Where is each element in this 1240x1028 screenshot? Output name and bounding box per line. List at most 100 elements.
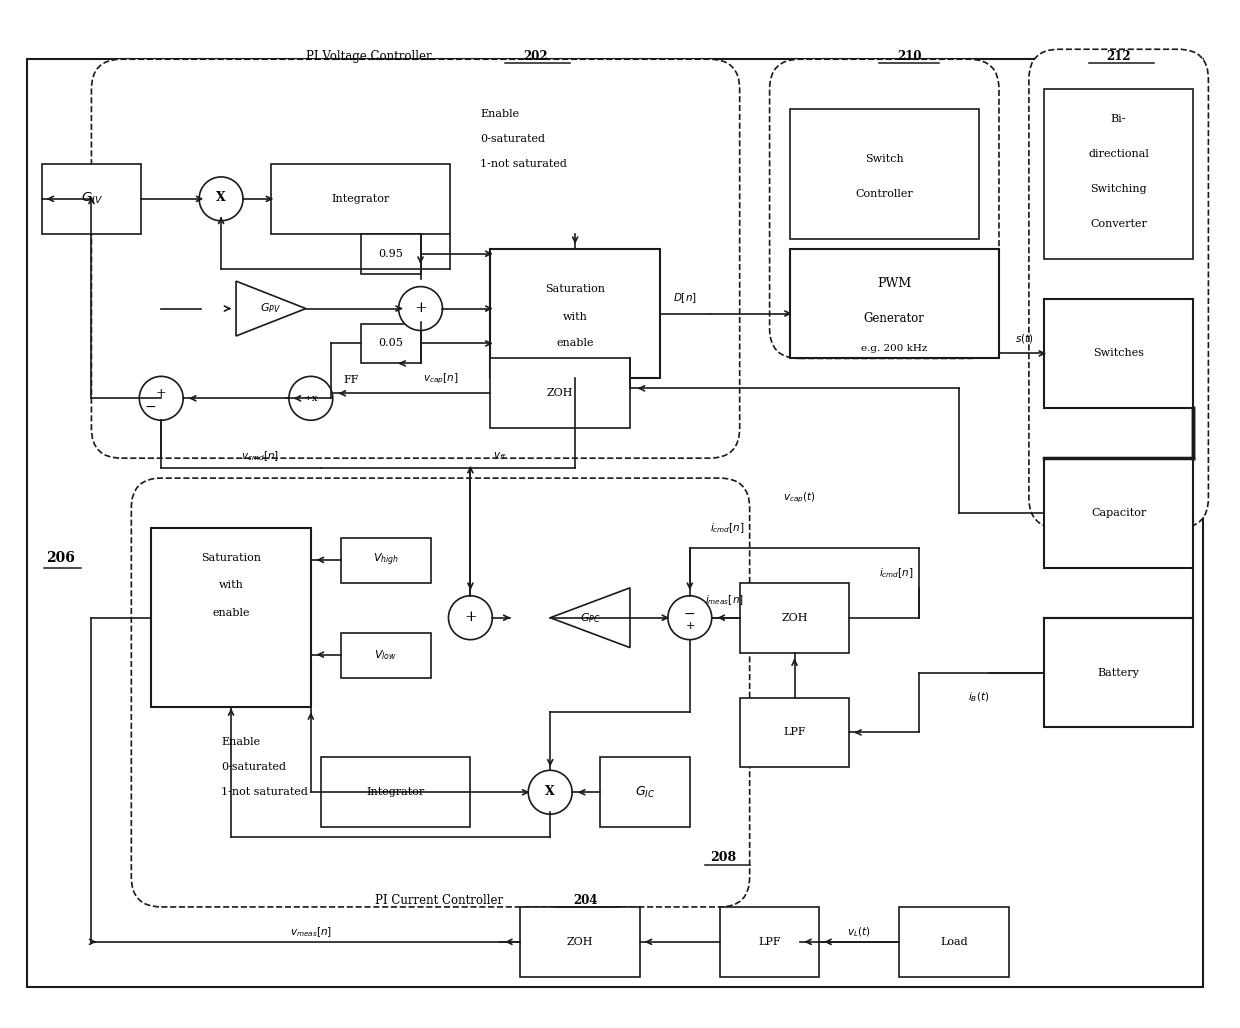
FancyBboxPatch shape	[92, 60, 740, 458]
Text: ZOH: ZOH	[547, 389, 573, 398]
Circle shape	[289, 376, 332, 420]
Text: enable: enable	[212, 608, 249, 618]
Bar	[42, 163, 141, 233]
Text: enable: enable	[557, 338, 594, 348]
Text: Switches: Switches	[1094, 348, 1145, 359]
Bar	[341, 538, 430, 583]
Text: Integrator: Integrator	[367, 787, 425, 798]
Text: −: −	[684, 607, 696, 621]
Text: 1-not saturated: 1-not saturated	[480, 159, 567, 169]
Circle shape	[398, 287, 443, 330]
Text: FF: FF	[343, 375, 358, 386]
Text: 0.95: 0.95	[378, 249, 403, 259]
Text: with: with	[218, 580, 243, 590]
Text: with: with	[563, 311, 588, 322]
Bar	[361, 324, 420, 364]
Text: ZOH: ZOH	[567, 937, 594, 947]
Text: Switch: Switch	[866, 154, 904, 163]
Text: $G_{PC}$: $G_{PC}$	[580, 611, 600, 625]
Text: +: +	[686, 621, 696, 631]
Circle shape	[449, 596, 492, 639]
Bar	[1044, 618, 1193, 728]
Text: directional: directional	[1089, 149, 1149, 159]
FancyBboxPatch shape	[131, 478, 750, 907]
Bar	[600, 758, 689, 828]
Text: PWM: PWM	[877, 278, 911, 290]
Bar	[719, 907, 820, 977]
Text: Saturation: Saturation	[201, 553, 262, 563]
Bar	[1044, 298, 1193, 408]
Text: Enable: Enable	[480, 109, 520, 119]
Text: ÷x: ÷x	[304, 394, 319, 403]
Text: $v_{ff}$: $v_{ff}$	[494, 450, 507, 462]
Text: e.g. 200 kHz: e.g. 200 kHz	[861, 344, 928, 353]
Text: Switching: Switching	[1090, 184, 1147, 194]
Bar	[1044, 458, 1193, 567]
Text: $G_{PV}$: $G_{PV}$	[260, 301, 281, 316]
Bar	[490, 359, 630, 429]
Text: $v_{meas}[n]$: $v_{meas}[n]$	[290, 925, 332, 939]
Text: X: X	[546, 784, 556, 798]
Text: Bi-: Bi-	[1111, 114, 1126, 124]
Text: +: +	[414, 300, 427, 315]
Text: $v_L(t)$: $v_L(t)$	[847, 925, 872, 939]
Bar	[790, 109, 980, 238]
Text: 0-saturated: 0-saturated	[480, 134, 546, 144]
Text: X: X	[216, 191, 226, 205]
Text: +: +	[156, 387, 166, 400]
Text: 202: 202	[523, 49, 548, 63]
Text: ZOH: ZOH	[781, 613, 807, 623]
Text: Capacitor: Capacitor	[1091, 508, 1146, 518]
Bar	[272, 163, 450, 233]
Bar	[790, 249, 999, 359]
Text: 208: 208	[709, 850, 735, 864]
Text: $i_B(t)$: $i_B(t)$	[968, 691, 990, 704]
Bar	[151, 528, 311, 707]
Text: Battery: Battery	[1097, 667, 1140, 677]
Text: LPF: LPF	[759, 937, 781, 947]
Text: 204: 204	[573, 894, 598, 908]
Text: 206: 206	[47, 551, 76, 564]
Text: $i_{meas}[n]$: $i_{meas}[n]$	[706, 593, 744, 607]
Bar	[740, 698, 849, 767]
Bar	[361, 233, 420, 273]
Text: 212: 212	[1106, 49, 1131, 63]
Text: $v_{cmd}[n]$: $v_{cmd}[n]$	[241, 449, 279, 463]
Text: −: −	[145, 400, 156, 414]
Text: $G_{IC}$: $G_{IC}$	[635, 784, 655, 800]
Bar	[899, 907, 1009, 977]
Text: +: +	[464, 610, 477, 624]
Text: $i_{cmd}[n]$: $i_{cmd}[n]$	[709, 521, 744, 535]
Circle shape	[668, 596, 712, 639]
Text: 210: 210	[897, 49, 921, 63]
Bar	[321, 758, 470, 828]
Bar	[521, 907, 640, 977]
Text: 0-saturated: 0-saturated	[221, 763, 286, 772]
Text: Saturation: Saturation	[546, 284, 605, 294]
Text: 0.05: 0.05	[378, 338, 403, 348]
Polygon shape	[236, 281, 306, 336]
Text: $V_{low}$: $V_{low}$	[374, 648, 397, 662]
Text: $D[n]$: $D[n]$	[673, 292, 697, 305]
Bar	[1044, 89, 1193, 259]
Text: Integrator: Integrator	[331, 194, 389, 204]
Text: PI Voltage Controller: PI Voltage Controller	[306, 49, 435, 63]
Text: PI Current Controller: PI Current Controller	[374, 894, 506, 908]
Text: $i_{cmd}[n]$: $i_{cmd}[n]$	[879, 566, 914, 580]
Text: Enable: Enable	[221, 737, 260, 747]
Polygon shape	[551, 588, 630, 648]
Text: 1-not saturated: 1-not saturated	[221, 787, 308, 798]
Text: $v_{cap}(t)$: $v_{cap}(t)$	[784, 490, 816, 505]
Text: $s(t)$: $s(t)$	[1014, 332, 1033, 345]
Text: $V_{high}$: $V_{high}$	[372, 552, 398, 568]
Circle shape	[528, 770, 572, 814]
FancyBboxPatch shape	[770, 60, 999, 359]
Text: LPF: LPF	[784, 728, 806, 737]
Circle shape	[200, 177, 243, 221]
Text: Converter: Converter	[1090, 219, 1147, 229]
Bar	[490, 249, 660, 378]
Bar	[341, 632, 430, 677]
Text: Generator: Generator	[864, 313, 925, 325]
Text: Controller: Controller	[856, 189, 913, 198]
Text: $v_{cap}[n]$: $v_{cap}[n]$	[423, 371, 458, 386]
